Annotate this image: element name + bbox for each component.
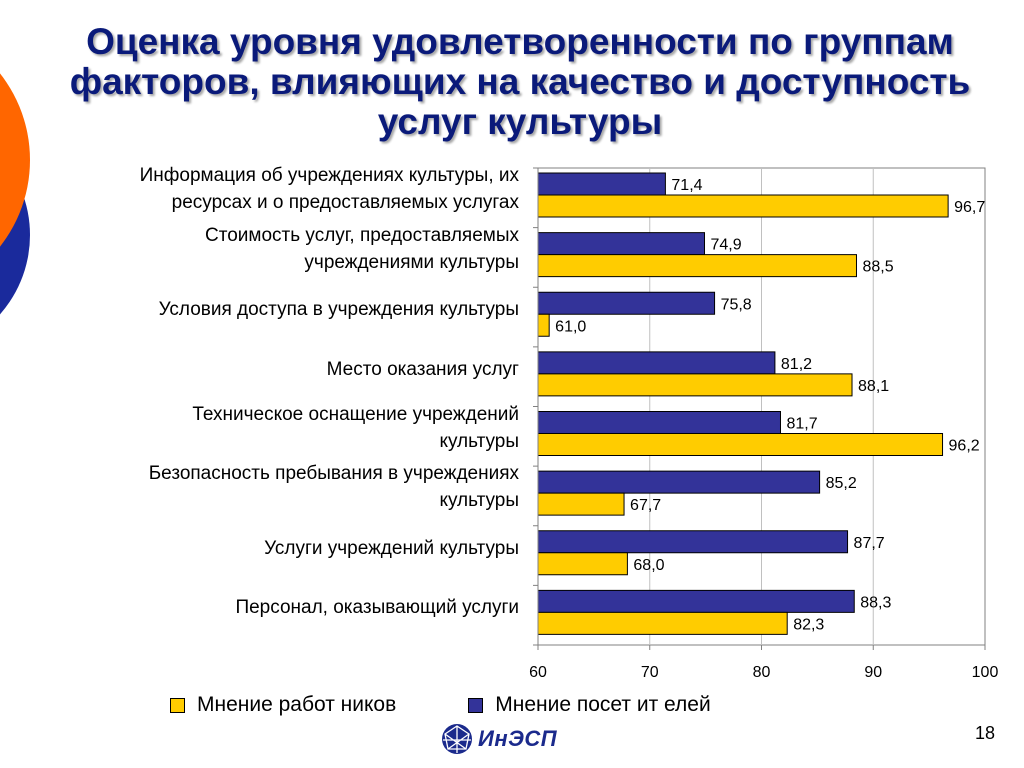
data-label: 75,8: [721, 296, 752, 313]
bar-staff: [537, 194, 949, 218]
category-label: Безопасность пребывания в учреждениях кул…: [39, 460, 519, 514]
category-label: Услуги учреждений культуры: [39, 535, 519, 562]
category-label-line: Место оказания услуг: [326, 358, 519, 380]
x-tick-label: 90: [864, 664, 882, 681]
legend-item-visitors: Мнение посет ит елей: [468, 693, 711, 717]
x-tick-label: 70: [641, 664, 659, 681]
bar-visitors: [537, 351, 776, 375]
x-tick-label: 100: [972, 664, 999, 681]
x-tick-label: 80: [753, 664, 771, 681]
bar-visitors: [537, 411, 781, 434]
title-line-3: услуг культуры: [377, 101, 663, 142]
bar-visitors: [537, 172, 666, 196]
bar-staff: [537, 254, 857, 278]
category-label: Техническое оснащение учреждений культуры: [39, 401, 519, 455]
data-label: 68,0: [633, 557, 664, 574]
category-label-line: Персонал, оказывающий услуги: [235, 597, 519, 619]
data-label: 81,7: [786, 416, 817, 433]
data-label: 88,1: [858, 378, 889, 395]
category-label: Стоимость услуг, предоставляемых учрежден…: [39, 222, 519, 276]
globe-mesh-icon: [442, 724, 472, 754]
category-label-line: ресурсах и о предоставляемых услугах: [171, 192, 519, 213]
slide-title: Оценка уровня удовлетворенности по групп…: [20, 22, 1020, 142]
data-label: 87,7: [854, 535, 885, 552]
data-label: 61,0: [555, 318, 586, 335]
bar-staff: [537, 611, 788, 635]
bar-visitors: [537, 470, 821, 494]
title-line-2: факторов, влияющих на качество и доступн…: [69, 61, 971, 102]
data-label: 88,3: [860, 594, 891, 611]
category-label-line: Услуги учреждений культуры: [264, 537, 519, 559]
data-label: 88,5: [862, 259, 893, 276]
legend-swatch-staff: [170, 697, 185, 713]
logo-text: ИнЭСП: [478, 726, 558, 751]
data-label: 96,2: [949, 438, 980, 455]
category-label-line: Безопасность пребывания в учреждениях: [148, 463, 519, 485]
legend-swatch-visitors: [468, 697, 484, 713]
category-label: Место оказания услуг: [39, 356, 519, 383]
page-number: 18: [975, 723, 996, 743]
data-label: 67,7: [630, 497, 661, 514]
category-label-line: Условия доступа в учреждения культуры: [158, 299, 519, 321]
bar-visitors: [537, 291, 716, 315]
category-label-line: учреждениями культуры: [304, 251, 519, 273]
legend-label-staff: Мнение работ ников: [197, 693, 397, 716]
data-label: 85,2: [826, 475, 857, 492]
category-label-line: Информация об учреждениях культуры, их: [139, 165, 519, 186]
category-label-line: культуры: [439, 430, 519, 452]
bar-visitors: [537, 589, 855, 613]
chart-legend: Мнение работ ников Мнение посет ит елей: [170, 693, 783, 717]
company-logo: ИнЭСП: [440, 722, 557, 756]
decorative-circles: [0, 73, 30, 315]
data-label: 96,7: [954, 199, 985, 216]
category-label-line: культуры: [439, 490, 519, 512]
bar-visitors: [537, 232, 706, 256]
bar-staff: [537, 433, 944, 456]
category-label: Информация об учреждениях культуры, их ре…: [39, 162, 519, 216]
x-tick-label: 60: [529, 664, 547, 681]
legend-item-staff: Мнение работ ников: [170, 693, 396, 717]
category-label: Условия доступа в учреждения культуры: [39, 296, 519, 323]
legend-label-visitors: Мнение посет ит елей: [495, 693, 711, 716]
bar-staff: [537, 373, 853, 397]
data-label: 71,4: [671, 177, 702, 194]
data-label: 74,9: [711, 237, 742, 254]
bar-staff: [537, 492, 625, 516]
category-label: Персонал, оказывающий услуги: [39, 594, 519, 621]
bar-staff: [537, 552, 628, 576]
title-line-1: Оценка уровня удовлетворенности по групп…: [86, 21, 954, 62]
bar-staff: [537, 313, 550, 337]
bar-visitors: [537, 530, 849, 554]
data-label: 81,2: [781, 356, 812, 373]
data-label: 82,3: [793, 616, 824, 633]
category-label-line: Стоимость услуг, предоставляемых: [205, 224, 519, 246]
category-label-line: Техническое оснащение учреждений: [192, 403, 519, 425]
